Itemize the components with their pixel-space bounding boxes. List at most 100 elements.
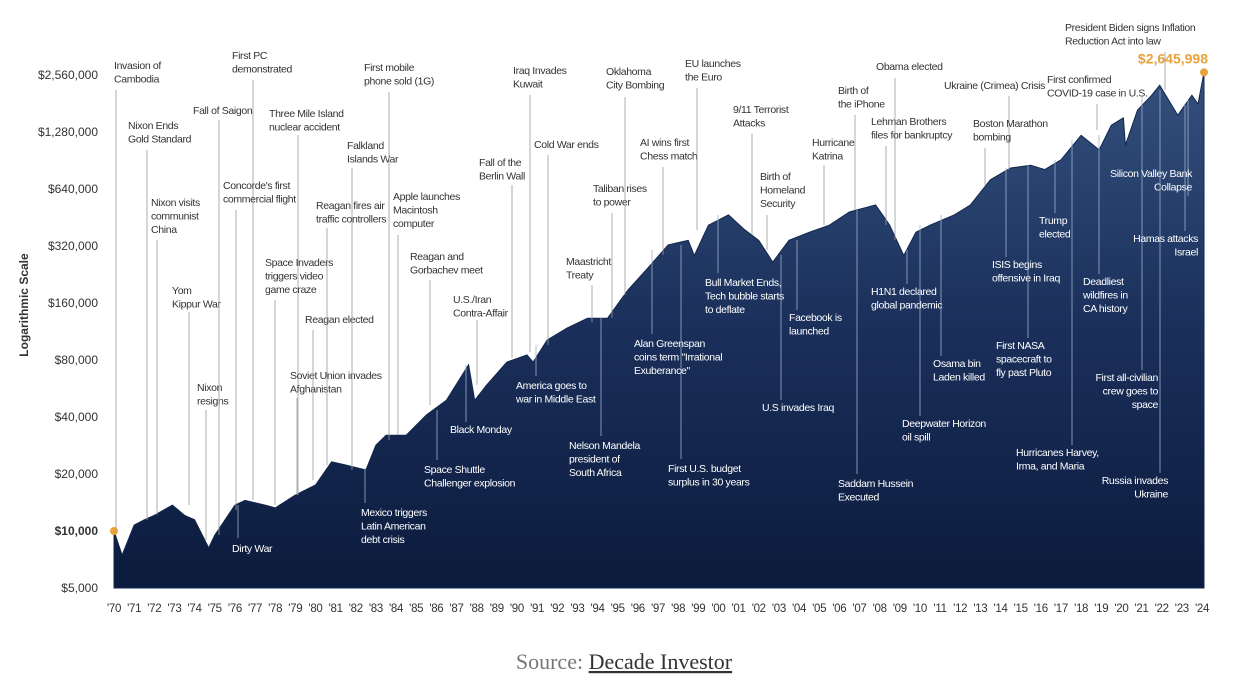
annotation: war in Middle East (515, 394, 596, 406)
x-tick-label: '20 (1114, 603, 1128, 615)
x-tick-label: '21 (1135, 603, 1149, 615)
x-tick-label: '04 (792, 603, 807, 615)
annotation: Russia invades (1102, 475, 1168, 487)
annotation: global pandemic (871, 300, 942, 312)
y-tick-label: $2,560,000 (38, 68, 98, 82)
x-tick-label: '82 (349, 603, 363, 615)
annotation: Yom (172, 285, 192, 297)
annotation: commercial flight (223, 194, 296, 206)
annotation: Deepwater Horizon (902, 418, 986, 430)
x-tick-label: '12 (953, 603, 967, 615)
annotation: Space Invaders (265, 257, 333, 269)
x-tick-label: '91 (530, 603, 544, 615)
annotation: First mobile (364, 62, 415, 74)
annotation: Hurricanes Harvey, (1016, 447, 1099, 459)
annotation: Reagan elected (305, 314, 374, 326)
annotation: Nixon (197, 382, 223, 394)
annotation: Gorbachev meet (410, 265, 483, 277)
y-axis-title: Logarithmic Scale (17, 253, 31, 357)
x-tick-label: '71 (127, 603, 141, 615)
x-tick-label: '70 (107, 603, 121, 615)
x-tick-label: '80 (308, 603, 322, 615)
annotation: AI wins first (640, 137, 690, 149)
annotation: Lehman Brothers (871, 116, 946, 128)
annotation: COVID-19 case in U.S. (1047, 88, 1148, 100)
x-tick-label: '16 (1034, 603, 1048, 615)
annotation: Birth of (838, 85, 869, 97)
annotation: Birth of (760, 171, 791, 183)
annotation: Maastricht (566, 256, 611, 268)
annotation: spacecraft to (996, 354, 1052, 366)
annotation: Space Shuttle (424, 464, 485, 476)
annotation: phone sold (1G) (364, 76, 434, 88)
annotation: triggers video (265, 271, 324, 283)
x-tick-label: '77 (248, 603, 262, 615)
annotation: Attacks (733, 118, 765, 130)
annotation: Contra-Affair (453, 308, 509, 320)
annotation: Nixon Ends (128, 120, 178, 132)
annotation: traffic controllers (316, 214, 386, 226)
annotation: Latin American (361, 521, 426, 533)
annotation: City Bombing (606, 80, 665, 92)
x-tick-label: '13 (973, 603, 987, 615)
annotation: First all-civilian (1095, 372, 1158, 384)
x-tick-label: '97 (651, 603, 665, 615)
source-link[interactable]: Decade Investor (589, 649, 733, 674)
annotation: Nixon visits (151, 197, 200, 209)
annotation: Concorde's first (223, 180, 290, 192)
x-tick-label: '78 (268, 603, 282, 615)
annotation: wildfires in (1082, 290, 1128, 302)
annotation: resigns (197, 396, 228, 408)
annotation: Reagan fires air (316, 200, 385, 212)
annotation: computer (393, 218, 435, 230)
y-tick-label: $40,000 (55, 410, 99, 424)
annotation: EU launches (685, 58, 741, 70)
annotation: Irma, and Maria (1016, 461, 1085, 473)
annotation: Cambodia (114, 74, 160, 86)
annotation: Executed (838, 492, 879, 504)
y-tick-label: $640,000 (48, 182, 98, 196)
x-tick-label: '73 (167, 603, 181, 615)
annotation: Saddam Hussein (838, 478, 914, 490)
x-tick-label: '79 (288, 603, 302, 615)
annotation: to deflate (705, 304, 745, 316)
annotation: CA history (1083, 303, 1128, 315)
annotation: Nelson Mandela (569, 440, 640, 452)
annotation: Apple launches (393, 191, 460, 203)
x-tick-label: '09 (893, 603, 907, 615)
annotation: Black Monday (450, 424, 513, 436)
annotation: game craze (265, 284, 317, 296)
x-tick-label: '07 (852, 603, 866, 615)
annotation: H1N1 declared (871, 286, 937, 298)
x-tick-label: '72 (147, 603, 161, 615)
annotation: Kuwait (513, 79, 543, 91)
x-tick-label: '94 (591, 603, 606, 615)
annotation: to power (593, 197, 631, 209)
annotation: oil spill (902, 432, 930, 444)
annotation: Chess match (640, 151, 698, 163)
x-tick-label: '23 (1175, 603, 1189, 615)
source-label: Source: (516, 649, 583, 674)
x-tick-label: '22 (1155, 603, 1169, 615)
annotation: Facebook is (789, 312, 842, 324)
annotation: Falkland (347, 140, 384, 152)
annotation: Challenger explosion (424, 478, 516, 490)
annotation: Deadliest (1083, 276, 1124, 288)
annotation: Three Mile Island (269, 108, 344, 120)
annotation: U.S./Iran (453, 294, 492, 306)
y-tick-label: $1,280,000 (38, 125, 98, 139)
y-tick-label: $5,000 (61, 581, 98, 595)
annotation: communist (151, 211, 199, 223)
annotation: Kippur War (172, 299, 221, 311)
x-tick-label: '15 (1014, 603, 1028, 615)
annotation: president of (569, 454, 620, 466)
annotation: Iraq Invades (513, 65, 567, 77)
x-tick-label: '00 (711, 603, 725, 615)
annotation: Boston Marathon (973, 118, 1048, 130)
x-tick-label: '84 (389, 603, 404, 615)
annotation: coins term "Irrational (634, 352, 722, 364)
annotation: the iPhone (838, 99, 885, 111)
annotation: Treaty (566, 270, 594, 282)
annotation: Afghanistan (290, 384, 342, 396)
